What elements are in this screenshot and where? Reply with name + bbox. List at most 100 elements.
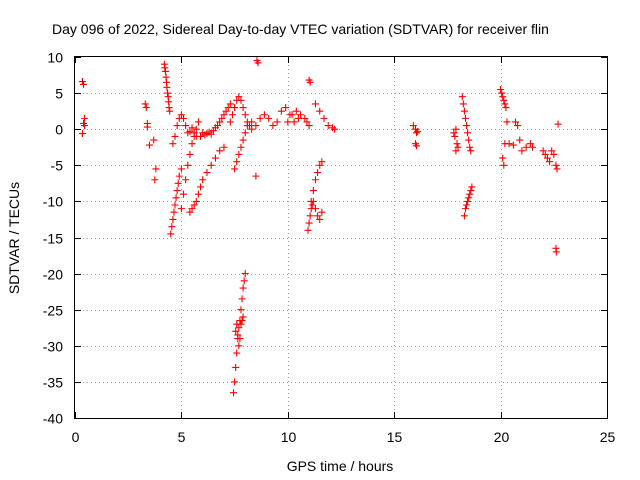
data-point <box>269 122 277 130</box>
data-point <box>220 143 228 151</box>
data-point <box>145 141 153 149</box>
series-arc-7.8h-down <box>231 122 251 173</box>
data-point <box>314 169 322 177</box>
data-point <box>529 143 537 151</box>
data-point <box>307 197 315 205</box>
data-point <box>518 147 526 155</box>
plot-frame <box>74 56 608 419</box>
data-point <box>314 212 322 220</box>
series-arc-22.3h <box>539 120 562 173</box>
data-point <box>226 100 234 108</box>
data-point <box>460 212 468 220</box>
data-point <box>550 150 558 158</box>
data-point <box>414 127 422 135</box>
data-point <box>237 320 245 328</box>
data-point <box>199 176 207 184</box>
data-point <box>235 93 243 101</box>
data-point <box>211 154 219 162</box>
data-point <box>320 114 328 122</box>
data-point <box>304 226 312 234</box>
data-point <box>252 122 260 130</box>
series-dip-11h <box>304 197 326 234</box>
data-point <box>463 122 471 130</box>
grid-lines <box>75 57 607 418</box>
x-axis-tick-labels: 0 5 10 15 20 25 <box>72 429 616 445</box>
data-point <box>311 100 319 108</box>
data-point <box>468 183 476 191</box>
data-point <box>232 363 240 371</box>
data-point <box>316 161 324 169</box>
data-points <box>78 57 562 397</box>
data-point <box>301 114 309 122</box>
data-point <box>541 150 549 158</box>
data-point <box>454 143 462 151</box>
data-point <box>413 129 421 137</box>
data-point <box>80 80 88 88</box>
data-point <box>451 132 459 140</box>
data-point <box>466 143 474 151</box>
series-dip-18.3h <box>460 183 476 220</box>
series-isolated-11h <box>305 76 314 86</box>
data-point <box>238 295 246 303</box>
data-point <box>311 205 319 213</box>
data-point <box>203 169 211 177</box>
data-point <box>306 78 314 86</box>
series-arc-16h <box>409 122 422 150</box>
y-tick-label: 0 <box>55 122 63 138</box>
data-point <box>505 140 513 148</box>
data-point <box>173 187 181 195</box>
data-point <box>216 147 224 155</box>
data-point <box>190 201 198 209</box>
data-point <box>290 118 298 126</box>
series-arc-3.5h <box>141 100 160 184</box>
series-arc-20.1h <box>497 85 511 169</box>
data-point <box>170 208 178 216</box>
data-point <box>78 130 86 138</box>
data-point <box>220 111 228 119</box>
data-point <box>180 114 188 122</box>
data-point <box>233 349 241 357</box>
data-point <box>239 104 247 112</box>
data-point <box>169 215 177 223</box>
data-point <box>240 277 248 285</box>
series-dip-7.5h <box>230 270 249 397</box>
data-point <box>546 158 554 166</box>
data-point <box>463 201 471 209</box>
y-tick-label: 5 <box>55 86 63 102</box>
data-point <box>461 114 469 122</box>
series-early-points <box>78 78 89 138</box>
data-point <box>241 129 249 137</box>
data-point <box>452 125 460 133</box>
data-point <box>207 130 215 138</box>
data-point <box>543 154 551 162</box>
data-point <box>237 96 245 104</box>
data-point <box>207 161 215 169</box>
data-point <box>234 331 242 339</box>
data-point <box>305 122 313 130</box>
series-arc-17.8h <box>450 125 462 155</box>
series-arc-6h <box>197 100 234 140</box>
data-point <box>192 125 200 133</box>
data-point <box>197 183 205 191</box>
data-point <box>180 190 188 198</box>
chart-title: Day 096 of 2022, Sidereal Day-to-day VTE… <box>52 21 549 37</box>
data-point <box>142 104 150 112</box>
data-point <box>284 118 292 126</box>
data-point <box>464 129 472 137</box>
series-arc-5.8h <box>186 143 228 216</box>
data-point <box>81 114 89 122</box>
data-point <box>497 85 505 93</box>
data-point <box>164 89 172 97</box>
series-arc-8.5-10.5h <box>248 104 302 130</box>
data-point <box>466 190 474 198</box>
y-tick-label: -15 <box>43 231 63 247</box>
data-point <box>165 104 173 112</box>
data-point <box>452 147 460 155</box>
data-point <box>226 118 234 126</box>
data-point <box>308 201 316 209</box>
data-point <box>511 118 519 126</box>
data-point <box>161 64 169 72</box>
x-tick-label: 10 <box>281 429 297 445</box>
data-point <box>499 93 507 101</box>
data-point <box>239 313 247 321</box>
